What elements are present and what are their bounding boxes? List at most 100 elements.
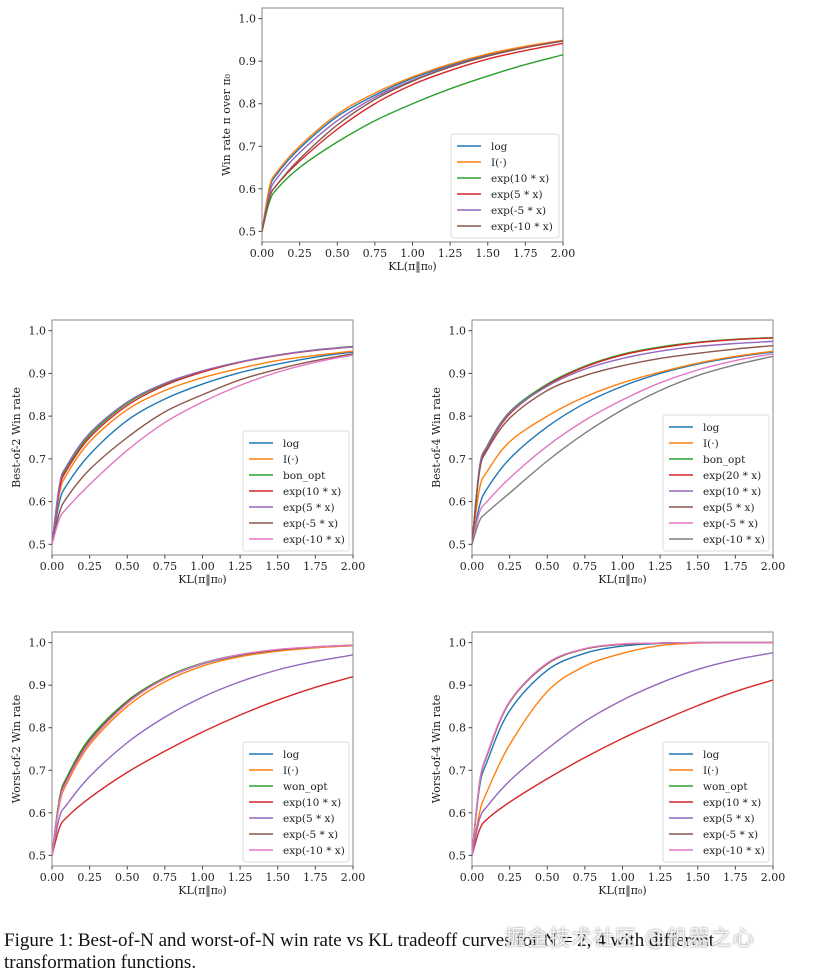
y-tick-label: 0.7: [449, 453, 467, 466]
x-tick-label: 1.50: [266, 871, 291, 884]
x-tick-label: 0.50: [115, 560, 140, 573]
legend-label: exp(10 * x): [703, 797, 761, 809]
legend-label: exp(20 * x): [703, 470, 761, 482]
series-line-exp-10-x-: [472, 641, 773, 856]
legend-box: [662, 741, 770, 863]
x-tick-label: 0.50: [325, 247, 350, 260]
x-tick-label: 1.00: [190, 871, 215, 884]
x-tick-label: 1.75: [723, 560, 748, 573]
legend-label: exp(10 * x): [703, 486, 761, 498]
x-axis-label: KL(π‖π₀): [178, 884, 226, 898]
y-tick-label: 1.0: [239, 13, 257, 26]
series-line-log: [52, 351, 353, 545]
x-axis-label: KL(π‖π₀): [598, 884, 646, 898]
legend-label: exp(-5 * x): [283, 829, 338, 841]
legend: log I(·) won_opt exp(10 * x) exp(5 * x) exp(-…: [242, 741, 350, 863]
x-tick-label: 0.75: [573, 560, 598, 573]
series-line-i-: [472, 350, 773, 545]
y-tick-label: 0.5: [449, 538, 467, 551]
x-tick-label: 1.25: [228, 871, 253, 884]
x-tick-label: 0.25: [287, 247, 312, 260]
series-line-exp-5-x-: [472, 353, 773, 545]
y-axis-label: Best-of-4 Win rate: [430, 387, 443, 488]
chart-top: 0.00 0.25 0.50 0.75 1.00 1.25 1.50 1.75 2.00 0.5 0…: [220, 7, 576, 274]
x-axis-label: KL(π‖π₀): [178, 573, 226, 587]
series-line-log: [472, 351, 773, 545]
y-tick-label: 0.7: [239, 140, 257, 153]
chart-worst-of-2: 0.00 0.25 0.50 0.75 1.00 1.25 1.50 1.75 2.00 0.5 0…: [10, 631, 366, 898]
x-tick-label: 0.00: [40, 871, 65, 884]
chart-best-of-4: 0.00 0.25 0.50 0.75 1.00 1.25 1.50 1.75 2.00 0.5 0…: [430, 319, 785, 587]
series-line-exp-5-x-: [472, 344, 773, 545]
x-axis-label: KL(π‖π₀): [598, 573, 646, 587]
legend-box: [242, 430, 350, 552]
x-tick-label: 0.00: [40, 560, 65, 573]
y-tick-label: 0.9: [29, 367, 47, 380]
x-tick-label: 0.00: [250, 247, 275, 260]
x-tick-label: 1.00: [610, 871, 635, 884]
legend-label: won_opt: [703, 781, 748, 793]
series-line-exp-10-x-: [52, 644, 353, 856]
y-tick-label: 0.6: [449, 807, 467, 820]
y-tick-label: 0.5: [29, 849, 47, 862]
series-line-exp-10-x-: [262, 40, 563, 232]
y-tick-label: 0.8: [29, 722, 47, 735]
legend: log I(·) won_opt exp(10 * x) exp(5 * x) exp(-…: [662, 741, 770, 863]
plot-top-win-rate: 0.00 0.25 0.50 0.75 1.00 1.25 1.50 1.75 2.00 0.5 0…: [0, 0, 816, 284]
legend-label: log: [703, 749, 720, 761]
x-tick-label: 1.75: [513, 247, 538, 260]
x-tick-label: 0.75: [153, 560, 178, 573]
legend-label: I(·): [283, 454, 299, 466]
legend-label: exp(5 * x): [703, 813, 755, 825]
legend-label: exp(5 * x): [283, 502, 335, 514]
series-line-i-: [262, 39, 563, 232]
x-tick-label: 2.00: [761, 871, 786, 884]
x-tick-label: 0.25: [77, 560, 102, 573]
x-tick-label: 1.00: [400, 247, 425, 260]
x-tick-label: 2.00: [341, 871, 366, 884]
legend: log I(·) bon_opt exp(20 * x) exp(10 * x) exp(…: [662, 414, 770, 552]
x-tick-label: 1.75: [303, 871, 328, 884]
x-tick-label: 1.00: [190, 560, 215, 573]
chart-best-of-2: 0.00 0.25 0.50 0.75 1.00 1.25 1.50 1.75 2.00 0.5 0…: [10, 319, 365, 587]
x-tick-label: 0.25: [497, 560, 522, 573]
plot-worst-of-4: 0.00 0.25 0.50 0.75 1.00 1.25 1.50 1.75 2.00 0.5 0…: [408, 612, 816, 916]
x-tick-label: 1.50: [266, 560, 291, 573]
legend-label: exp(-10 * x): [283, 534, 345, 546]
y-tick-label: 0.9: [449, 679, 467, 692]
legend-label: exp(-10 * x): [703, 845, 765, 857]
chart-worst-of-4: 0.00 0.25 0.50 0.75 1.00 1.25 1.50 1.75 2.00 0.5 0…: [430, 631, 786, 898]
series-line-i-: [52, 350, 353, 545]
y-tick-label: 0.8: [449, 722, 467, 735]
legend-label: exp(5 * x): [283, 813, 335, 825]
y-tick-label: 1.0: [449, 637, 467, 650]
x-tick-label: 2.00: [551, 247, 576, 260]
x-tick-label: 1.75: [723, 871, 748, 884]
legend-label: exp(-5 * x): [283, 518, 338, 530]
x-tick-label: 1.25: [438, 247, 463, 260]
legend: log I(·) bon_opt exp(10 * x) exp(5 * x) exp(-…: [242, 430, 350, 552]
legend-box: [242, 741, 350, 863]
legend: log I(·) exp(10 * x) exp(5 * x) exp(-5 * x) e…: [450, 133, 560, 239]
legend-label: exp(-5 * x): [703, 518, 758, 530]
y-tick-label: 0.7: [449, 764, 467, 777]
x-tick-label: 0.75: [573, 871, 598, 884]
series-line-i-: [52, 644, 353, 856]
series-line-exp-10-x-: [472, 340, 773, 545]
series-line-exp-10-x-: [472, 679, 773, 856]
y-tick-label: 1.0: [449, 325, 467, 338]
legend-label: exp(10 * x): [283, 797, 341, 809]
legend-label: exp(-5 * x): [491, 205, 546, 217]
y-tick-label: 0.6: [29, 807, 47, 820]
x-tick-label: 1.75: [303, 560, 328, 573]
series-line-exp-5-x-: [52, 353, 353, 545]
y-tick-label: 0.6: [449, 496, 467, 509]
x-tick-label: 1.25: [228, 560, 253, 573]
plot-best-of-2: 0.00 0.25 0.50 0.75 1.00 1.25 1.50 1.75 2.00 0.5 0…: [0, 300, 408, 604]
y-tick-label: 0.9: [449, 367, 467, 380]
legend-label: won_opt: [283, 781, 328, 793]
legend-label: exp(10 * x): [283, 486, 341, 498]
series-line-exp-10-x-: [52, 675, 353, 856]
x-tick-label: 0.75: [153, 871, 178, 884]
y-tick-label: 0.8: [239, 98, 257, 111]
